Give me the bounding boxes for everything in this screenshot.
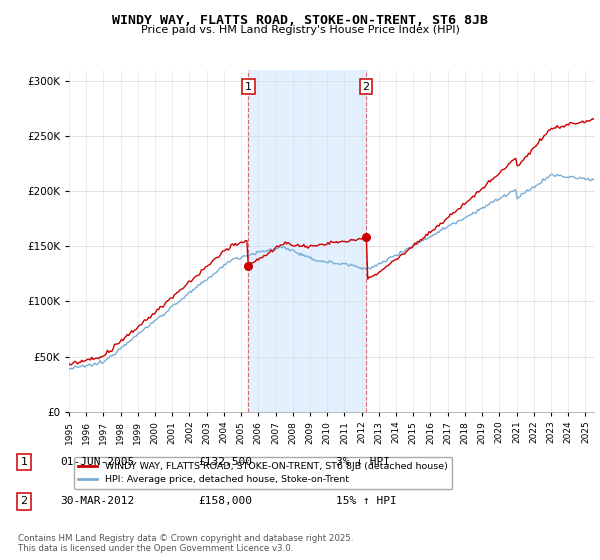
Text: 2: 2 [20, 496, 28, 506]
Text: £132,500: £132,500 [198, 457, 252, 467]
Text: £158,000: £158,000 [198, 496, 252, 506]
Text: Price paid vs. HM Land Registry's House Price Index (HPI): Price paid vs. HM Land Registry's House … [140, 25, 460, 35]
Text: 3% ↓ HPI: 3% ↓ HPI [336, 457, 390, 467]
Bar [248, 70, 366, 412]
Text: 1: 1 [245, 82, 252, 91]
Text: 15% ↑ HPI: 15% ↑ HPI [336, 496, 397, 506]
Legend: WINDY WAY, FLATTS ROAD, STOKE-ON-TRENT, ST6 8JB (detached house), HPI: Average p: WINDY WAY, FLATTS ROAD, STOKE-ON-TRENT, … [74, 458, 452, 488]
Text: WINDY WAY, FLATTS ROAD, STOKE-ON-TRENT, ST6 8JB: WINDY WAY, FLATTS ROAD, STOKE-ON-TRENT, … [112, 14, 488, 27]
Text: 01-JUN-2005: 01-JUN-2005 [60, 457, 134, 467]
Text: 30-MAR-2012: 30-MAR-2012 [60, 496, 134, 506]
Text: 1: 1 [20, 457, 28, 467]
Text: Contains HM Land Registry data © Crown copyright and database right 2025.
This d: Contains HM Land Registry data © Crown c… [18, 534, 353, 553]
Text: 2: 2 [362, 82, 370, 91]
